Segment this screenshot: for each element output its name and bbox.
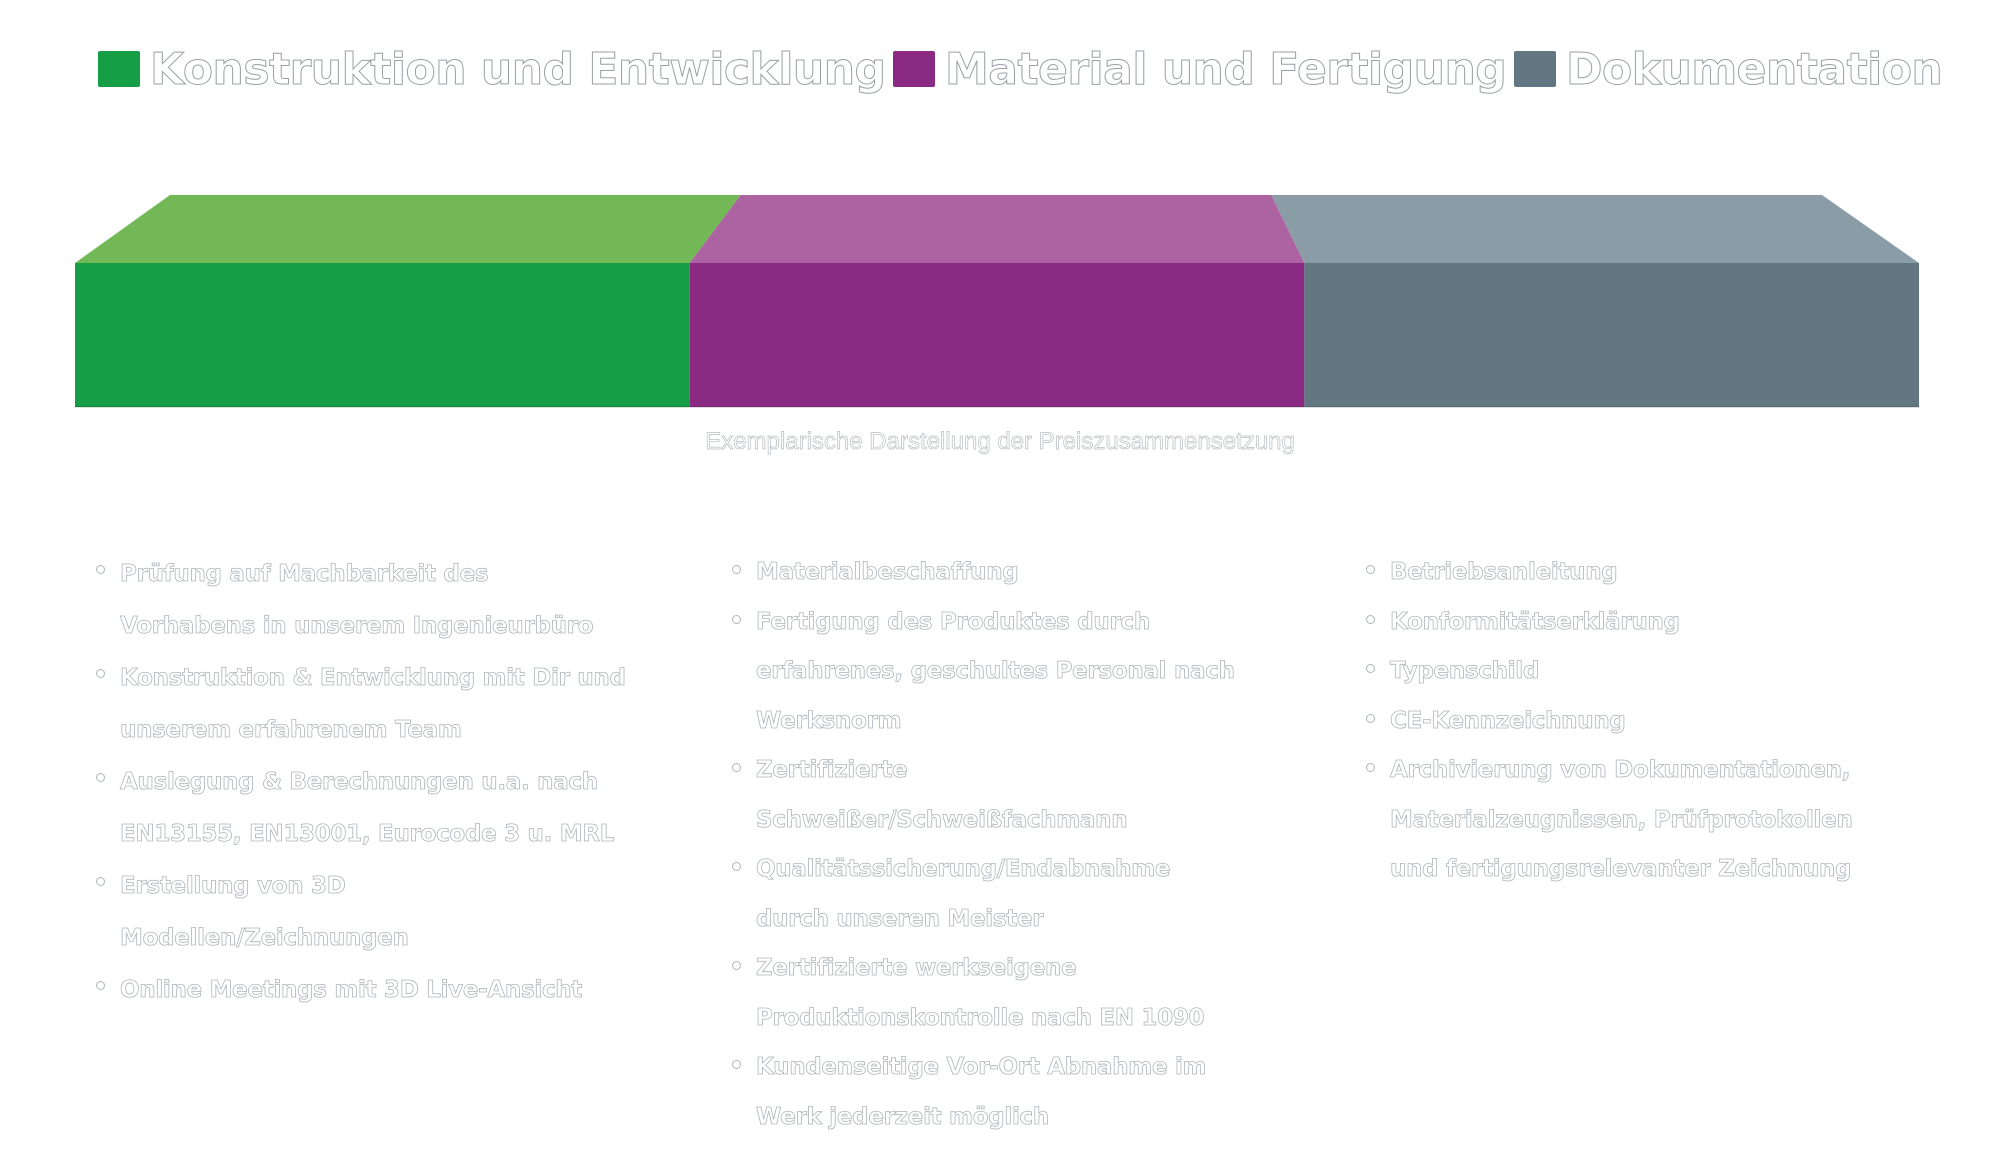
details-column-dokumentation: Betriebsanleitung Konformitätserklärung Ty… bbox=[1366, 548, 1966, 895]
bar-top-dokumentation bbox=[1271, 195, 1919, 263]
detail-item: Archivierung von Dokumentationen, Materi… bbox=[1366, 746, 1966, 895]
chart-legend: Konstruktion und Entwicklung Material un… bbox=[0, 34, 2000, 104]
detail-item: Konformitätserklärung bbox=[1366, 598, 1966, 648]
detail-item: Auslegung & Berechnungen u.a. nach EN131… bbox=[96, 756, 656, 860]
legend-label-konstruktion: Konstruktion und Entwicklung bbox=[150, 43, 887, 95]
legend-swatch-dokumentation bbox=[1514, 51, 1556, 87]
detail-item: CE-Kennzeichnung bbox=[1366, 697, 1966, 747]
detail-item: Qualitätssicherung/Endabnahme durch unse… bbox=[732, 845, 1292, 944]
detail-item: Zertifizierte Schweißer/Schweißfachmann bbox=[732, 746, 1292, 845]
detail-item: Konstruktion & Entwicklung mit Dir und u… bbox=[96, 652, 656, 756]
bar-top-konstruktion bbox=[75, 195, 741, 263]
bar-top-material bbox=[689, 195, 1305, 263]
detail-item: Online Meetings mit 3D Live-Ansicht bbox=[96, 964, 656, 1016]
detail-item: Kundenseitige Vor-Ort Abnahme im Werk je… bbox=[732, 1043, 1292, 1142]
detail-item: Zertifizierte werkseigene Produktionskon… bbox=[732, 944, 1292, 1043]
detail-item: Erstellung von 3D Modellen/Zeichnungen bbox=[96, 860, 656, 964]
details-column-konstruktion: Prüfung auf Machbarkeit des Vorhabens in… bbox=[96, 548, 656, 1016]
legend-label-dokumentation: Dokumentation bbox=[1565, 43, 1943, 95]
detail-item: Prüfung auf Machbarkeit des Vorhabens in… bbox=[96, 548, 656, 652]
legend-item-dokumentation: Dokumentation bbox=[1514, 34, 1943, 104]
legend-swatch-material bbox=[893, 51, 935, 87]
detail-item: Fertigung des Produktes durch erfahrenes… bbox=[732, 598, 1292, 747]
legend-item-material: Material und Fertigung bbox=[893, 34, 1507, 104]
stacked-bar-chart bbox=[75, 195, 1919, 408]
legend-item-konstruktion: Konstruktion und Entwicklung bbox=[98, 34, 887, 104]
legend-swatch-konstruktion bbox=[98, 51, 140, 87]
bar-segment-material bbox=[689, 263, 1305, 407]
legend-label-material: Material und Fertigung bbox=[944, 43, 1507, 95]
detail-item: Betriebsanleitung bbox=[1366, 548, 1966, 598]
bar-segment-konstruktion bbox=[75, 263, 690, 407]
detail-item: Materialbeschaffung bbox=[732, 548, 1292, 598]
details-column-material: Materialbeschaffung Fertigung des Produkt… bbox=[732, 548, 1292, 1142]
chart-caption: Exemplarische Darstellung der Preiszusam… bbox=[705, 428, 1295, 456]
detail-item: Typenschild bbox=[1366, 647, 1966, 697]
bar-segment-dokumentation bbox=[1304, 263, 1919, 407]
